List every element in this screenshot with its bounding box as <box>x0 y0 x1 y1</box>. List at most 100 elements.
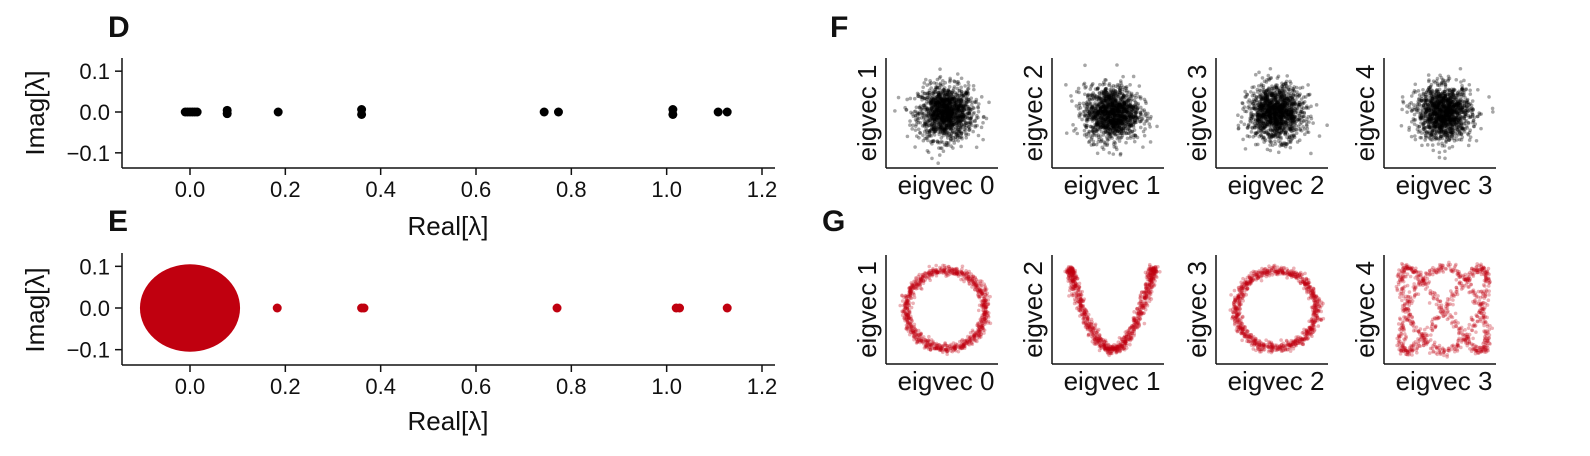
eigvec-point <box>947 103 951 108</box>
eigvec-point <box>908 119 912 123</box>
eigvec-point <box>1265 109 1270 113</box>
eigvec-point <box>945 136 950 140</box>
eigvec-point <box>905 134 910 139</box>
eigvec-point <box>1491 110 1495 114</box>
eigvec-point <box>1253 131 1258 135</box>
eigvec-point <box>1147 122 1152 126</box>
eigvec-point <box>957 114 961 118</box>
eigvec-point <box>1286 110 1290 115</box>
eigvec-point <box>1098 106 1103 111</box>
eigvec-point <box>908 96 913 101</box>
eigvec-point <box>1115 147 1119 152</box>
eigvec-point <box>1137 94 1141 99</box>
eigvec-point <box>945 111 950 116</box>
x-axis-label: Real[λ] <box>408 406 489 436</box>
eigvec-point <box>927 90 932 95</box>
eigvec-point <box>1249 130 1254 134</box>
eigvec-point <box>1117 139 1122 143</box>
eigvec-point <box>955 120 960 125</box>
eigvec-point <box>944 97 948 102</box>
eigvec-point <box>979 95 984 99</box>
eigvec-point <box>1086 92 1091 97</box>
eigvec-point <box>1288 145 1293 150</box>
eigvec-point <box>1294 85 1299 90</box>
eigvec-point <box>922 105 927 110</box>
eigvec-point <box>1254 94 1259 99</box>
x-tick-label: 0.4 <box>365 177 396 202</box>
eigvec-point <box>935 127 939 132</box>
x-tick-label: 0.6 <box>461 374 492 399</box>
eigvec-point <box>939 136 944 140</box>
eigvec-point <box>1121 74 1125 79</box>
eigvec-point <box>945 105 950 110</box>
eigvec-point <box>1287 87 1292 92</box>
eigvec-point <box>959 89 964 93</box>
eigvec-point <box>1077 90 1081 95</box>
eigvec-point <box>958 111 963 116</box>
eigvec-point <box>1438 73 1442 78</box>
eigvec-point <box>1125 108 1130 112</box>
eigvec-point <box>1278 109 1283 114</box>
eigvec-point <box>937 76 942 80</box>
eigvec-point <box>1115 95 1120 99</box>
eigvec-point <box>1082 81 1087 86</box>
eigvec-point <box>928 82 932 86</box>
eigvec-point <box>1302 127 1307 131</box>
eigvec-point <box>910 127 914 131</box>
eigvec-point <box>1097 137 1101 142</box>
eigvec-point <box>919 116 924 120</box>
y-tick-label: 0.1 <box>79 254 110 279</box>
eigvec-point <box>1290 120 1295 124</box>
eigvec-point <box>943 126 948 130</box>
eigvec-point <box>949 137 953 141</box>
eigvec-point <box>1103 141 1107 145</box>
eigvec-point <box>949 107 954 111</box>
eigvec-point <box>966 125 971 129</box>
eigvec-point <box>1282 98 1286 103</box>
x-tick-label: 0.2 <box>270 177 301 202</box>
eigvec-point <box>949 112 954 117</box>
eigvec-point <box>961 122 966 127</box>
eigvec-point <box>1127 96 1132 101</box>
eigvec-point <box>1090 83 1094 87</box>
eigvec-point <box>1133 93 1137 98</box>
eigvec-point <box>1064 83 1068 87</box>
eigvec-point <box>938 126 943 130</box>
eigvec-point <box>921 133 925 137</box>
eigvec-point <box>974 99 978 104</box>
eigvec-point <box>935 85 940 90</box>
eigvec-point <box>1405 110 1409 114</box>
eigvec-point <box>905 97 909 102</box>
eigenvalue-point <box>713 107 723 117</box>
eigvec-point <box>913 145 917 149</box>
eigvec-point <box>1141 145 1145 149</box>
eigvec-point <box>913 113 918 118</box>
eigvec-point <box>947 106 952 111</box>
eigvec-point <box>1236 126 1241 131</box>
eigvec-point <box>927 107 932 111</box>
eigvec-point <box>936 120 940 124</box>
eigenvalue-point <box>553 107 563 117</box>
eigvec-point <box>1294 106 1299 110</box>
eigvec-point <box>976 133 981 138</box>
eigvec-point <box>929 107 934 112</box>
eigvec-point <box>1261 121 1265 126</box>
eigenvalue-point <box>722 303 732 313</box>
eigvec-point <box>964 91 969 95</box>
eigvec-point <box>1091 139 1096 144</box>
eigenvalue-point <box>668 109 678 119</box>
eigvec-point <box>928 78 932 83</box>
eigvec-point <box>940 90 945 95</box>
eigvec-point <box>927 123 932 128</box>
eigvec-point <box>1257 107 1261 112</box>
eigvec-point <box>1143 99 1148 104</box>
eigvec-point <box>1131 74 1136 79</box>
eigvec-point <box>947 109 952 114</box>
x-tick-label: 1.2 <box>747 177 778 202</box>
eigvec-point <box>942 93 947 98</box>
eigvec-point <box>966 83 971 88</box>
eigvec-point <box>979 125 984 130</box>
eigvec-point <box>1440 141 1444 146</box>
eigvec-point <box>1409 134 1414 139</box>
eigvec-point <box>912 96 917 101</box>
